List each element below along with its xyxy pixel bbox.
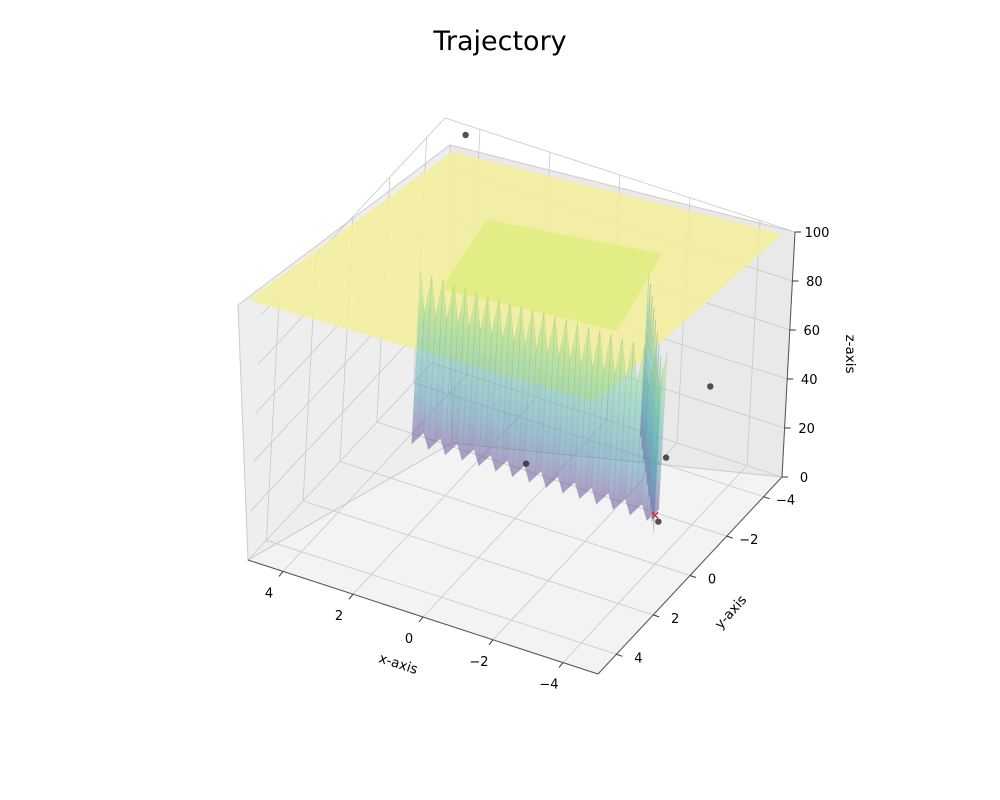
trajectory-point (707, 383, 714, 390)
x-tick-label: 4 (265, 586, 273, 601)
z-tick-label: 0 (800, 471, 808, 486)
x-tick-mark (348, 593, 354, 600)
trajectory-point (662, 454, 670, 461)
z-tick-label: 100 (805, 226, 830, 241)
valley-surface (411, 219, 668, 534)
y-axis-label: y-axis (712, 592, 750, 632)
z-axis-line (781, 231, 796, 478)
z-axis-label: z-axis (842, 334, 858, 373)
trajectory-point (522, 460, 530, 467)
x-tick-mark (278, 571, 284, 577)
z-tick-label: 80 (806, 275, 823, 290)
y-tick-mark (616, 653, 623, 657)
trajectory-points (462, 131, 714, 525)
y-tick-label: 4 (634, 651, 642, 666)
x-tick-mark (558, 662, 564, 668)
y-tick-label: 0 (708, 573, 716, 588)
y-tick-label: −4 (776, 494, 795, 509)
y-tick-mark (689, 575, 697, 578)
x-axis-label: x-axis (377, 650, 420, 678)
trajectory-point (462, 131, 469, 139)
x-tick-label: −4 (539, 678, 558, 693)
trajectory-point (655, 518, 662, 525)
x-tick-mark (488, 639, 494, 646)
y-tick-label: −2 (739, 533, 758, 548)
chart-title: Trajectory (433, 26, 567, 57)
minimum-marker (651, 511, 659, 519)
y-tick-label: 2 (671, 612, 679, 627)
valley-rim (441, 219, 663, 332)
x-tick-label: 0 (405, 632, 413, 647)
y-tick-mark (726, 535, 733, 539)
y-tick-mark (763, 496, 770, 500)
z-tick-label: 20 (798, 422, 815, 437)
x-tick-label: −2 (469, 655, 488, 670)
x-tick-label: 2 (335, 609, 343, 624)
z-tick-label: 40 (801, 373, 818, 388)
y-tick-mark (653, 614, 660, 618)
z-tick-label: 60 (804, 324, 821, 339)
x-tick-mark (418, 616, 424, 623)
valley-facet (653, 366, 663, 534)
